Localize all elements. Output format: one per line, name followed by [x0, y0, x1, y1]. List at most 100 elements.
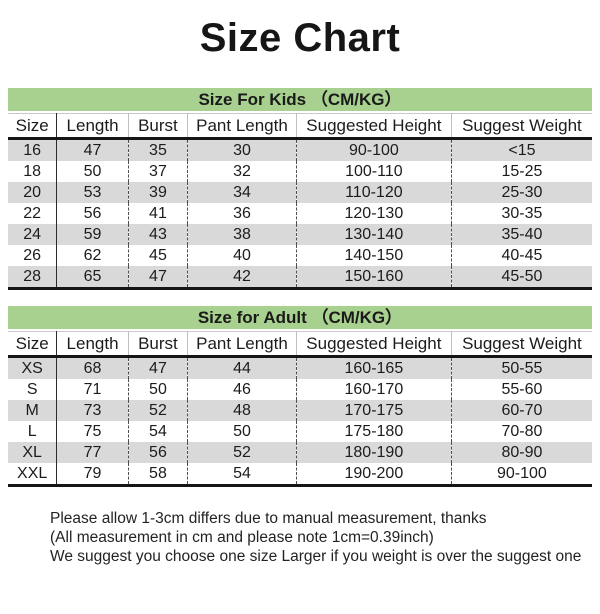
table-cell: 18: [8, 161, 58, 182]
kids-size-table: Size Length Burst Pant Length Suggested Heig…: [8, 113, 592, 290]
table-cell: 43: [128, 224, 189, 245]
table-cell: 30: [187, 138, 297, 161]
table-cell: 120-130: [296, 203, 452, 224]
column-header: Suggested Height: [296, 113, 452, 139]
table-cell: 52: [128, 400, 189, 421]
table-cell: XXL: [8, 463, 58, 486]
table-cell: 20: [8, 182, 58, 203]
table-cell: 73: [56, 400, 129, 421]
table-row: S 71 50 46 160-170 55-60: [8, 379, 592, 400]
table-cell: 47: [56, 138, 129, 161]
column-header: Length: [56, 113, 129, 139]
table-cell: 25-30: [501, 184, 543, 201]
table-cell: 45: [128, 245, 189, 266]
table-cell: 56: [128, 442, 189, 463]
table-cell: 22: [8, 203, 58, 224]
note-line: We suggest you choose one size Larger if…: [50, 548, 582, 565]
table-cell: XS: [8, 356, 58, 379]
table-cell: 44: [187, 356, 297, 379]
table-cell: 70-80: [501, 423, 543, 440]
column-header: Burst: [128, 331, 189, 357]
table-cell: 30-35: [501, 205, 543, 222]
table-row: 22 56 41 36 120-130 30-35: [8, 203, 592, 224]
table-row: XS 68 47 44 160-165 50-55: [8, 356, 592, 379]
table-cell: 38: [187, 224, 297, 245]
table-cell: 50: [128, 379, 189, 400]
table-cell: M: [8, 400, 58, 421]
table-cell: 24: [8, 224, 58, 245]
table-cell: 50-55: [501, 360, 543, 377]
table-row: M 73 52 48 170-175 60-70: [8, 400, 592, 421]
size-chart-image: Size Chart Size For Kids （CM/KG） Size Len…: [0, 14, 600, 614]
table-cell: 37: [128, 161, 189, 182]
table-cell: 52: [187, 442, 297, 463]
table-cell: 180-190: [296, 442, 452, 463]
table-cell: 160-165: [296, 356, 452, 379]
table-cell: 71: [56, 379, 129, 400]
table-row: 28 65 47 42 150-160 45-50: [8, 266, 592, 289]
table-cell: 32: [187, 161, 297, 182]
table-cell: 90-100: [296, 138, 452, 161]
table-cell: 35: [128, 138, 189, 161]
table-row: L 75 54 50 175-180 70-80: [8, 421, 592, 442]
table-cell: 68: [56, 356, 129, 379]
table-cell: 130-140: [296, 224, 452, 245]
column-header: Size: [8, 331, 58, 357]
table-cell: L: [8, 421, 58, 442]
column-header: Size: [8, 113, 58, 139]
table-cell: 50: [56, 161, 129, 182]
table-cell: 170-175: [296, 400, 452, 421]
table-cell: 175-180: [296, 421, 452, 442]
page-title: Size Chart: [199, 16, 401, 60]
table-cell: 28: [8, 266, 58, 289]
table-cell: 47: [128, 266, 189, 289]
column-header: Suggest Weight: [462, 116, 582, 135]
table-cell: 100-110: [296, 161, 452, 182]
adult-size-section: Size for Adult （CM/KG） Size Length Burst Pa…: [8, 306, 592, 487]
table-cell: 140-150: [296, 245, 452, 266]
table-row: XL 77 56 52 180-190 80-90: [8, 442, 592, 463]
column-header: Suggested Height: [296, 331, 452, 357]
table-cell: 150-160: [296, 266, 452, 289]
table-row: 26 62 45 40 140-150 40-45: [8, 245, 592, 266]
table-cell: 160-170: [296, 379, 452, 400]
table-cell: 59: [56, 224, 129, 245]
note-line: (All measurement in cm and please note 1…: [50, 529, 434, 546]
table-row: 20 53 39 34 110-120 25-30: [8, 182, 592, 203]
header-row: Size Length Burst Pant Length Suggested Heig…: [8, 113, 592, 139]
column-header: Suggest Weight: [462, 334, 582, 353]
table-cell: 50: [187, 421, 297, 442]
table-row: 16 47 35 30 90-100 <15: [8, 138, 592, 161]
measurement-notes: Please allow 1-3cm differs due to manual…: [50, 509, 582, 566]
table-cell: 58: [128, 463, 189, 486]
column-header: Burst: [128, 113, 189, 139]
table-cell: 34: [187, 182, 297, 203]
table-cell: 54: [187, 463, 297, 486]
table-cell: 16: [8, 138, 58, 161]
table-cell: 53: [56, 182, 129, 203]
table-cell: 110-120: [296, 182, 452, 203]
table-cell: 47: [128, 356, 189, 379]
table-cell: 77: [56, 442, 129, 463]
header-row: Size Length Burst Pant Length Suggested Heig…: [8, 331, 592, 357]
table-cell: 40-45: [501, 247, 543, 264]
table-cell: 36: [187, 203, 297, 224]
table-cell: 45-50: [501, 268, 543, 285]
table-cell: 54: [128, 421, 189, 442]
table-cell: 65: [56, 266, 129, 289]
table-cell: 190-200: [296, 463, 452, 486]
table-cell: 35-40: [501, 226, 543, 243]
note-line: Please allow 1-3cm differs due to manual…: [50, 510, 487, 527]
table-cell: 90-100: [497, 465, 547, 482]
table-cell: 62: [56, 245, 129, 266]
adult-size-table: Size Length Burst Pant Length Suggested Heig…: [8, 331, 592, 487]
column-header: Length: [56, 331, 129, 357]
kids-section-header: Size For Kids （CM/KG）: [8, 88, 592, 111]
table-cell: 46: [187, 379, 297, 400]
table-cell: 39: [128, 182, 189, 203]
table-cell: 42: [187, 266, 297, 289]
table-cell: 41: [128, 203, 189, 224]
column-header: Pant Length: [187, 331, 297, 357]
table-cell: <15: [508, 142, 536, 159]
table-cell: 60-70: [501, 402, 543, 419]
